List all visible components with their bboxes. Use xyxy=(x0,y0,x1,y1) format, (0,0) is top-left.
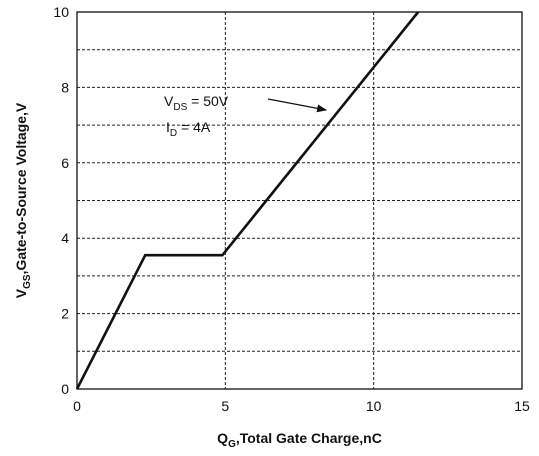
y-tick-label: 6 xyxy=(61,155,69,171)
x-tick-label: 0 xyxy=(73,398,81,414)
plot-frame xyxy=(76,11,523,390)
annotation-vds: VDS = 50V xyxy=(164,93,229,113)
tick-labels: 0 2 4 6 8 10 0 5 10 15 xyxy=(53,4,530,414)
y-tick-label: 4 xyxy=(61,230,69,246)
series-layer xyxy=(75,11,420,390)
x-tick-label: 15 xyxy=(514,398,530,414)
x-axis-title: QG,Total Gate Charge,nC xyxy=(217,430,382,450)
annotation-arrow xyxy=(267,98,328,113)
y-tick-label: 8 xyxy=(61,79,69,95)
y-axis-title: VGS,Gate-to-Source Voltage,V xyxy=(13,102,33,298)
plot-border xyxy=(76,11,523,390)
axis-titles: QG,Total Gate Charge,nC VGS,Gate-to-Sourc… xyxy=(13,102,382,450)
x-tick-label: 5 xyxy=(221,398,229,414)
y-tick-label: 2 xyxy=(61,306,69,322)
x-tick-label: 10 xyxy=(366,398,382,414)
series-line xyxy=(75,11,420,390)
annotation-id: ID = 4A xyxy=(166,119,211,139)
annotation-layer: VDS = 50V ID = 4A xyxy=(164,93,328,139)
grid-layer xyxy=(77,12,522,389)
y-tick-label: 10 xyxy=(53,4,69,20)
y-tick-label: 0 xyxy=(61,381,69,397)
